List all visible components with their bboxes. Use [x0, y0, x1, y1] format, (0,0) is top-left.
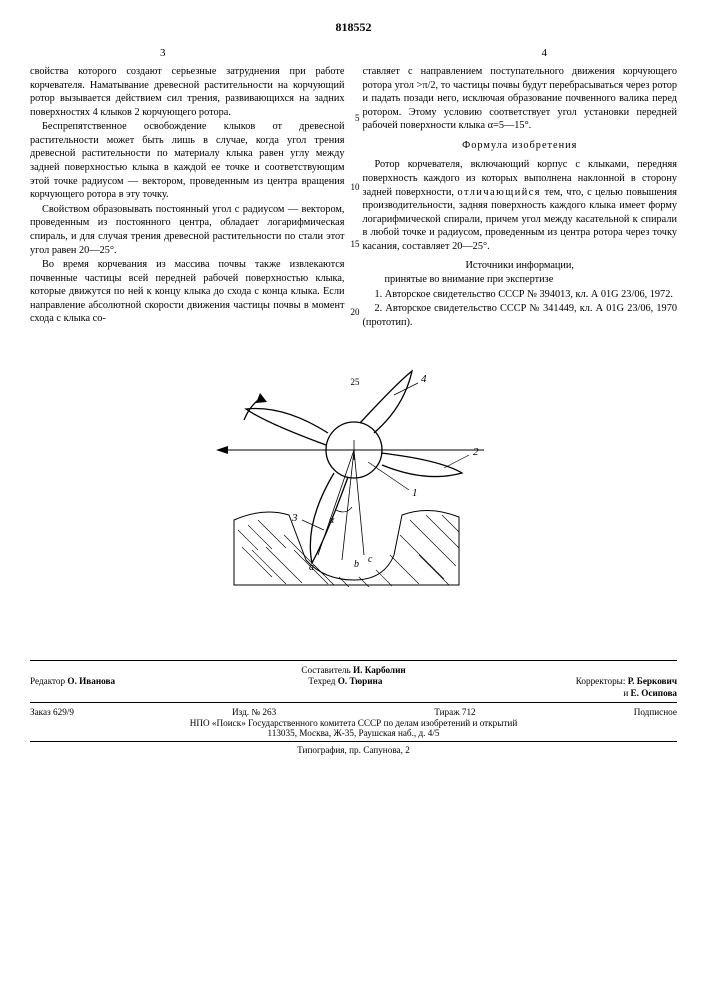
col1-p2: Беспрепятственное освобождение клыков от…	[30, 120, 345, 201]
sources-sub: принятые во внимание при экспертизе	[363, 273, 678, 287]
column-left: свойства которого создают серьезные затр…	[30, 65, 345, 330]
figure-label-2: 2	[473, 446, 479, 458]
col2-p2: Ротор корчевателя, включающий корпус с к…	[363, 158, 678, 253]
col1-p3: Свойством образовывать постоянный угол с…	[30, 203, 345, 257]
technical-figure: 4 2 1 3 a b c α	[194, 355, 514, 605]
editor-row: Редактор О. Иванова Техред О. Тюрина Кор…	[30, 675, 677, 687]
page-number-right: 4	[542, 47, 548, 59]
col1-p4: Во время корчевания из массива почвы так…	[30, 258, 345, 326]
publisher-line: НПО «Поиск» Государственного комитета СС…	[30, 718, 677, 728]
line-marker-10: 10	[348, 182, 360, 194]
sources-heading: Источники информации,	[363, 259, 678, 273]
source-1: 1. Авторское свидетельство СССР № 394013…	[363, 288, 678, 302]
figure-label-c: c	[368, 554, 373, 565]
figure-label-1: 1	[412, 487, 418, 499]
line-marker-25: 25	[348, 377, 360, 389]
order-row: Заказ 629/9 Изд. № 263 Тираж 712 Подписн…	[30, 706, 677, 718]
corrector2-row: и Е. Осипова	[30, 687, 677, 699]
page-number-left: 3	[160, 47, 166, 59]
rotor-diagram: 4 2 1 3 a b c α	[194, 355, 514, 605]
figure-label-a: a	[309, 562, 314, 573]
column-right: 5 10 15 20 25 ставляет с направлением по…	[363, 65, 678, 330]
col1-p1: свойства которого создают серьезные затр…	[30, 65, 345, 119]
line-marker-20: 20	[348, 307, 360, 319]
col2-p1: ставляет с направлением поступательного …	[363, 65, 678, 133]
footer-block: Составитель И. Карболин Редактор О. Иван…	[30, 660, 677, 755]
figure-label-3: 3	[291, 512, 298, 524]
document-number: 818552	[30, 20, 677, 35]
formula-heading: Формула изобретения	[363, 139, 678, 153]
address-line: 113035, Москва, Ж-35, Раушская наб., д. …	[30, 728, 677, 738]
figure-label-4: 4	[421, 373, 427, 385]
source-2: 2. Авторское свидетельство СССР № 341449…	[363, 302, 678, 329]
page-numbers: 3 4	[30, 47, 677, 59]
line-marker-5: 5	[348, 113, 360, 125]
composer-line: Составитель И. Карболин	[30, 665, 677, 675]
figure-label-alpha: α	[329, 515, 335, 526]
text-columns: свойства которого создают серьезные затр…	[30, 65, 677, 330]
figure-label-b: b	[354, 559, 359, 570]
line-marker-15: 15	[348, 239, 360, 251]
printer-line: Типография, пр. Сапунова, 2	[30, 745, 677, 755]
